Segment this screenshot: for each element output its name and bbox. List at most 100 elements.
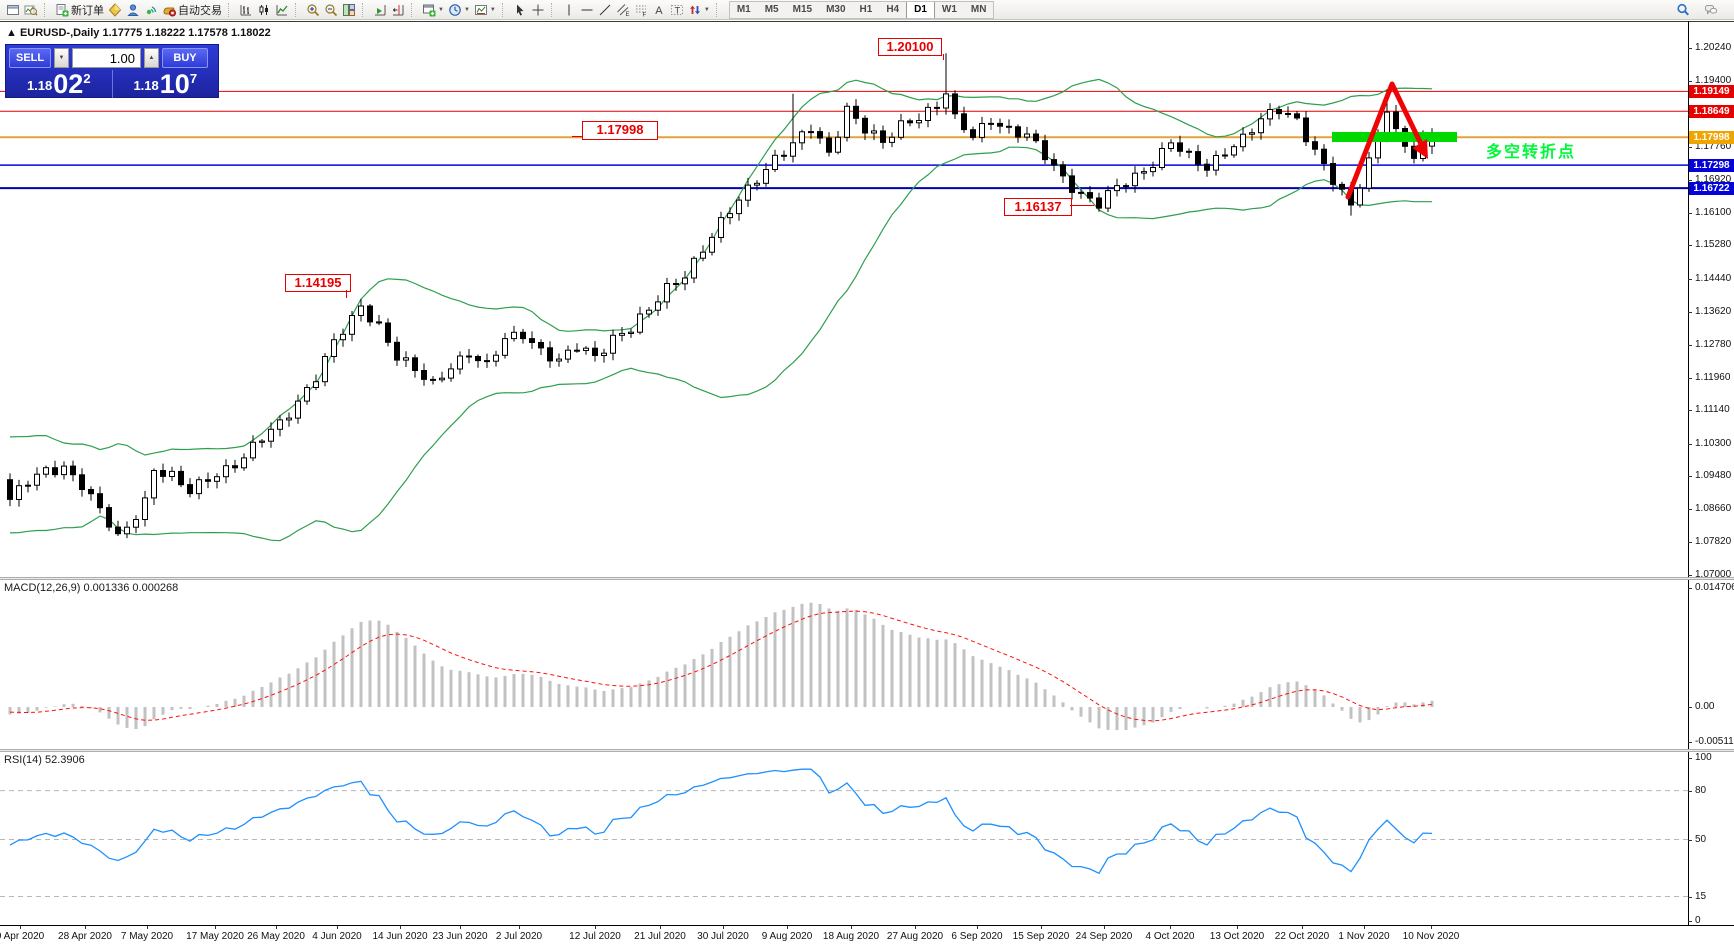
toolbar-button-label: 自动交易 — [178, 4, 222, 17]
templates-icon — [474, 3, 488, 17]
tile-windows-icon — [342, 3, 356, 17]
date-tick-mark — [660, 926, 661, 929]
price-tick-mark — [1688, 378, 1692, 379]
price-label-connector — [346, 290, 347, 298]
market-button[interactable] — [124, 1, 142, 18]
toolbar-button-label: 新订单 — [71, 4, 104, 17]
price-label-1-20100[interactable]: 1.20100 — [878, 38, 942, 56]
timeframe-w1-button[interactable]: W1 — [941, 3, 957, 15]
macd-label: MACD(12,26,9) 0.001336 0.000268 — [4, 582, 179, 594]
date-tick-label: 15 Sep 2020 — [1012, 931, 1070, 942]
toolbar-separator — [501, 2, 507, 17]
timeframe-m1-button[interactable]: M1 — [736, 3, 751, 15]
bar-chart-button[interactable] — [237, 1, 255, 18]
cursor-button[interactable] — [511, 1, 529, 18]
highlight-level-bar[interactable] — [1332, 132, 1457, 142]
collapse-triangle-icon[interactable]: ▲ — [6, 27, 17, 39]
bar-chart-icon — [239, 3, 253, 17]
date-tick-mark — [787, 926, 788, 929]
date-tick-mark — [723, 926, 724, 929]
timeframe-mn-button[interactable]: MN — [970, 3, 987, 15]
auto-scroll-button[interactable] — [371, 1, 389, 18]
label-button[interactable]: T — [668, 1, 686, 18]
hline-button[interactable] — [578, 1, 596, 18]
timeframe-d1-button[interactable]: D1 — [906, 1, 935, 18]
buy-button[interactable]: BUY — [162, 48, 208, 68]
sell-price[interactable]: 1.18 02 2 — [6, 70, 113, 98]
toolbar-separator — [550, 2, 556, 17]
price-tick-mark — [1688, 147, 1692, 148]
price-tick-mark — [1688, 410, 1692, 411]
svg-text:F: F — [642, 12, 646, 17]
price-tick-mark — [1688, 312, 1692, 313]
search-icon — [1676, 3, 1690, 17]
date-tick-label: 7 May 2020 — [120, 931, 174, 942]
search-button[interactable] — [1674, 1, 1692, 18]
sell-price-sup: 2 — [83, 71, 91, 86]
hline-icon — [580, 3, 594, 17]
timeframe-m15-button[interactable]: M15 — [792, 3, 813, 15]
price-label-1-16137[interactable]: 1.16137 — [1004, 198, 1072, 216]
rsi-tick-mark — [1688, 921, 1692, 922]
chevron-down-icon: ▼ — [463, 6, 470, 13]
volume-decrease-button[interactable]: ▼ — [54, 48, 69, 68]
vline-button[interactable] — [560, 1, 578, 18]
crosshair-button[interactable] — [529, 1, 547, 18]
rsi-pane[interactable] — [0, 752, 1688, 925]
price-label-1-14195[interactable]: 1.14195 — [285, 274, 351, 292]
new-order-button[interactable]: 新订单 — [53, 1, 106, 18]
rsi-line — [9, 768, 1433, 875]
zoom-in-button[interactable] — [304, 1, 322, 18]
price-label-1-17998[interactable]: 1.17998 — [582, 121, 658, 140]
one-click-trading-panel: SELL ▼ ▲ BUY 1.18 02 2 1.18 10 7 — [5, 44, 219, 98]
templates-button[interactable]: ▼ — [472, 1, 498, 18]
arrows-icon — [688, 3, 702, 17]
candlestick-button[interactable] — [255, 1, 273, 18]
text-button[interactable]: A — [650, 1, 668, 18]
profiles-button[interactable]: ▼ — [446, 1, 472, 18]
tile-windows-button[interactable] — [340, 1, 358, 18]
trendline-button[interactable] — [596, 1, 614, 18]
cursor-icon — [513, 3, 527, 17]
chart-preview-button[interactable] — [22, 1, 40, 18]
signals-button[interactable] — [142, 1, 160, 18]
sell-button[interactable]: SELL — [9, 48, 51, 68]
date-tick-mark — [276, 926, 277, 929]
buy-price[interactable]: 1.18 10 7 — [113, 70, 219, 98]
timeframe-h4-button[interactable]: H4 — [886, 3, 900, 15]
pane-separator[interactable] — [0, 749, 1734, 752]
price-tick-label: 1.09480 — [1695, 470, 1732, 481]
channel-button[interactable]: E — [614, 1, 632, 18]
zoom-out-icon — [324, 3, 338, 17]
volume-increase-button[interactable]: ▲ — [144, 48, 159, 68]
buy-price-sup: 7 — [189, 71, 198, 86]
pane-separator[interactable] — [0, 577, 1734, 580]
new-chart-button[interactable]: ▼ — [420, 1, 446, 18]
timeframe-m30-button[interactable]: M30 — [826, 3, 846, 15]
chart-shift-button[interactable] — [389, 1, 407, 18]
metaeditor-button[interactable] — [106, 1, 124, 18]
chart-title: ▲ EURUSD-,Daily 1.17775 1.18222 1.17578 … — [6, 27, 271, 39]
window-button[interactable] — [4, 1, 22, 18]
new-order-icon — [55, 3, 69, 17]
price-tick-label: 1.07000 — [1695, 569, 1732, 580]
trend-arrow-head — [1412, 139, 1428, 159]
macd-pane[interactable] — [0, 580, 1688, 749]
main-chart-pane[interactable] — [0, 22, 1688, 578]
date-tick-label: 4 Jun 2020 — [312, 931, 362, 942]
timeframe-m5-button[interactable]: M5 — [764, 3, 779, 15]
chart-annotation[interactable]: 多空转折点 — [1486, 144, 1577, 161]
trend-arrow[interactable] — [1345, 81, 1424, 200]
timeframe-h1-button[interactable]: H1 — [859, 3, 873, 15]
date-tick-mark — [977, 926, 978, 929]
autotrading-button[interactable]: 自动交易 — [160, 1, 224, 18]
volume-input[interactable] — [72, 48, 141, 68]
zoom-out-button[interactable] — [322, 1, 340, 18]
chevron-down-icon: ▼ — [489, 6, 496, 13]
chat-button[interactable] — [1702, 1, 1720, 18]
arrows-button[interactable]: ▼ — [686, 1, 712, 18]
sell-price-base: 1.18 — [26, 78, 53, 93]
fibonacci-button[interactable]: F — [632, 1, 650, 18]
price-label-connector — [1070, 205, 1094, 206]
line-chart-button[interactable] — [273, 1, 291, 18]
